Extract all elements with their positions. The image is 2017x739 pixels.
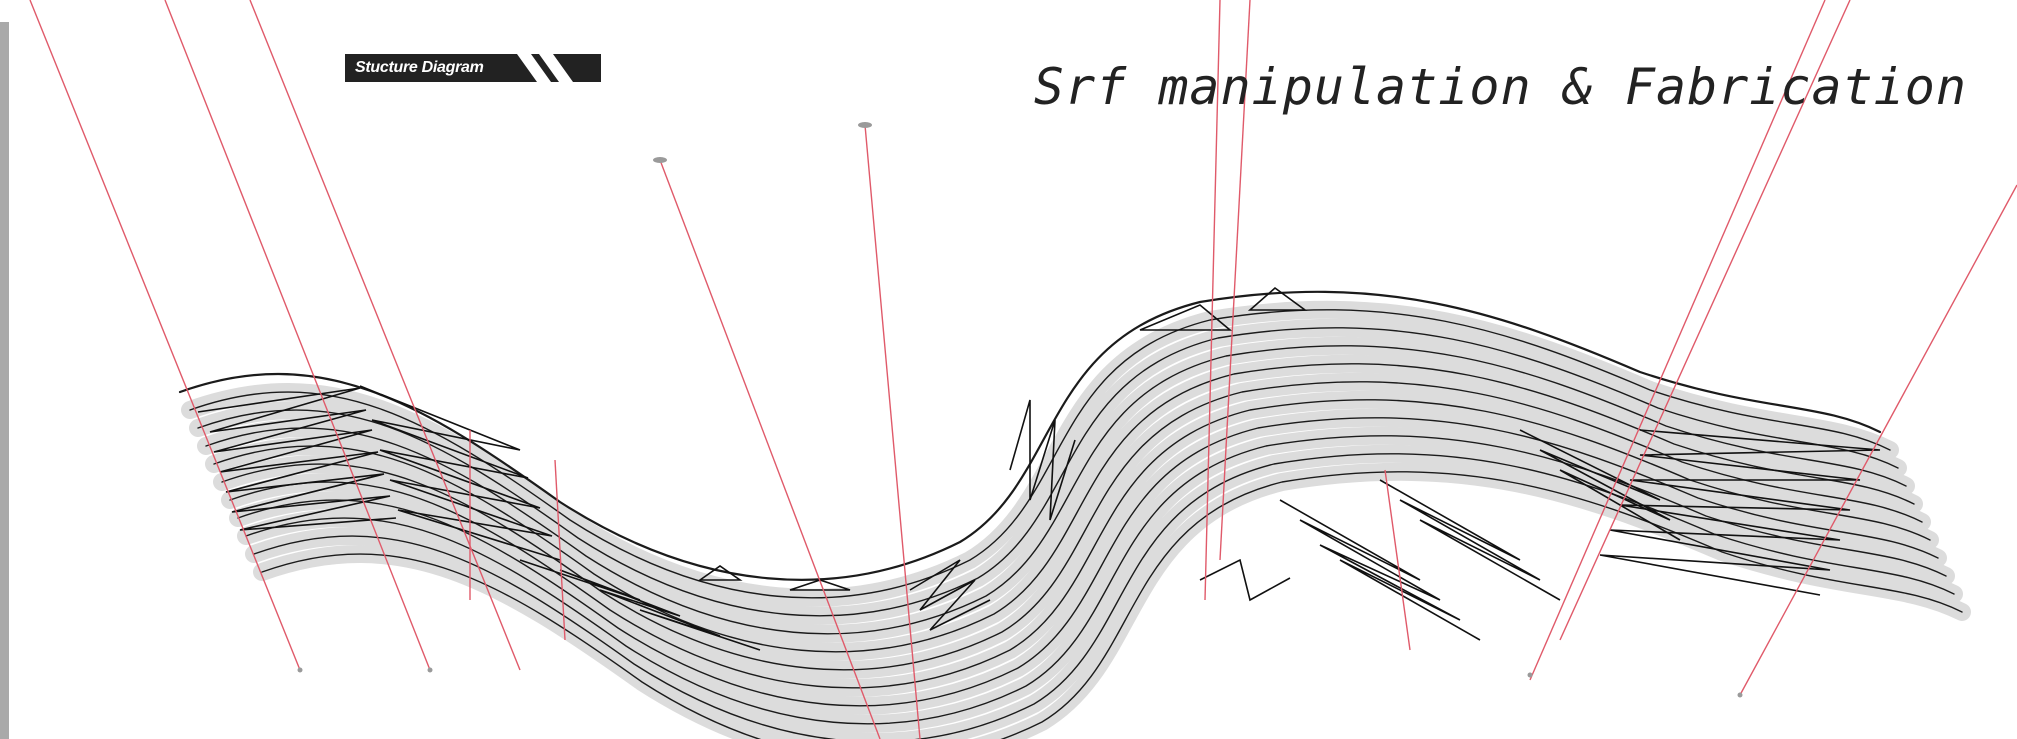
mid-truss [697,286,1308,631]
diagram-badge [345,54,601,82]
badge-stripe-1 [517,54,551,82]
left-edge-strip [0,22,9,739]
right-truss [1199,429,1881,641]
page-title: Srf manipulation & Fabrication [1033,58,1967,116]
badge-stripe-2 [539,54,573,82]
support-cables [29,0,2017,739]
anchor-points [297,122,1743,698]
ribbon-layers [178,290,1962,739]
diagram-badge-label: Stucture Diagram [355,59,484,76]
left-truss [197,385,761,651]
